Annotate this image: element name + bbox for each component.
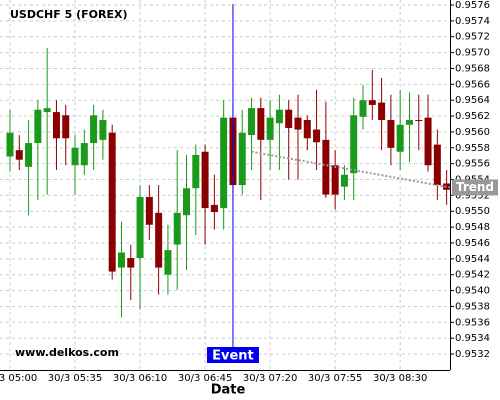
candle-body xyxy=(210,204,218,213)
candle-body xyxy=(433,144,441,186)
candle-body xyxy=(136,196,144,259)
x-tick-label: 30/3 06:45 xyxy=(178,373,232,384)
candle-body xyxy=(117,252,125,268)
x-tick-label: 30/3 05:35 xyxy=(48,373,102,384)
candle-body xyxy=(405,120,413,125)
candle-body xyxy=(62,115,70,139)
candle-body xyxy=(99,120,107,140)
y-tick-label: 0.9538 xyxy=(455,301,490,312)
candle-body xyxy=(220,117,228,209)
candle-body xyxy=(331,165,339,195)
candle-body xyxy=(34,109,42,144)
candle-body xyxy=(145,196,153,225)
candle-body xyxy=(257,108,265,140)
candle-body xyxy=(368,100,376,105)
candle-body xyxy=(6,132,14,157)
event-label: Event xyxy=(212,349,254,364)
y-tick-label: 0.9566 xyxy=(455,79,490,90)
candle-body xyxy=(15,150,23,160)
event-label-box xyxy=(206,347,259,363)
candle-body xyxy=(52,112,60,139)
candle-body xyxy=(313,129,321,143)
y-tick-label: 0.9548 xyxy=(455,222,490,233)
candle-body xyxy=(127,258,135,268)
x-tick-label: 30/3 07:55 xyxy=(308,373,362,384)
candle-body xyxy=(424,117,432,166)
y-tick-label: 0.9552 xyxy=(455,190,490,201)
chart-title: USDCHF 5 (FOREX) xyxy=(10,8,127,21)
candle-body xyxy=(43,108,51,113)
candle-body xyxy=(266,117,274,140)
candle-body xyxy=(71,147,79,166)
candle-body xyxy=(415,120,423,122)
trend-label-box xyxy=(452,179,498,196)
candle-body xyxy=(201,151,209,209)
y-tick-label: 0.9560 xyxy=(455,127,490,138)
candle-body xyxy=(303,120,311,139)
candle-body xyxy=(443,183,451,190)
x-axis-label: Date xyxy=(211,383,246,398)
x-tick-label: 30/3 07:20 xyxy=(243,373,297,384)
y-tick-label: 0.9546 xyxy=(455,238,490,249)
candle-body xyxy=(350,115,358,174)
y-tick-label: 0.9576 xyxy=(455,0,490,11)
candle-body xyxy=(294,117,302,130)
candle-body xyxy=(25,143,33,167)
candle-body xyxy=(80,143,88,166)
candle-body xyxy=(108,132,116,272)
candle-body xyxy=(359,100,367,117)
y-tick-label: 0.9558 xyxy=(455,143,490,154)
y-tick-label: 0.9544 xyxy=(455,254,490,265)
x-tick-label: 30/3 08:30 xyxy=(373,373,427,384)
y-tick-label: 0.9574 xyxy=(455,16,490,27)
candle-body xyxy=(322,139,330,195)
x-tick-label: 30/3 06:10 xyxy=(113,373,167,384)
candle-body xyxy=(183,188,191,216)
candle-body xyxy=(238,132,246,186)
candle-body xyxy=(285,109,293,128)
y-tick-label: 0.9556 xyxy=(455,159,490,170)
trend-line xyxy=(251,150,451,189)
candle-body xyxy=(248,108,256,136)
candle-body xyxy=(387,120,395,148)
candle-body xyxy=(396,124,404,152)
y-tick-label: 0.9536 xyxy=(455,317,490,328)
candle-body xyxy=(378,102,386,121)
y-tick-label: 0.9572 xyxy=(455,32,490,43)
y-tick-label: 0.9550 xyxy=(455,206,490,217)
x-tick-label: 30/3 05:00 xyxy=(0,373,37,384)
y-tick-label: 0.9570 xyxy=(455,48,490,59)
candle-body xyxy=(155,212,163,268)
y-tick-label: 0.9568 xyxy=(455,63,490,74)
candle-body xyxy=(340,174,348,187)
candle-body xyxy=(164,250,172,275)
candle-body xyxy=(90,115,98,144)
y-tick-label: 0.9540 xyxy=(455,286,490,297)
y-tick-label: 0.9562 xyxy=(455,111,490,122)
candle-body xyxy=(275,109,283,124)
watermark: www.delkos.com xyxy=(15,346,119,359)
y-tick-label: 0.9532 xyxy=(455,349,490,360)
y-tick-label: 0.9542 xyxy=(455,270,490,281)
candle-body xyxy=(173,212,181,245)
candle-body xyxy=(192,154,200,189)
trend-label: Trend xyxy=(456,180,494,194)
y-tick-label: 0.9534 xyxy=(455,333,490,344)
y-tick-label: 0.9564 xyxy=(455,95,490,106)
